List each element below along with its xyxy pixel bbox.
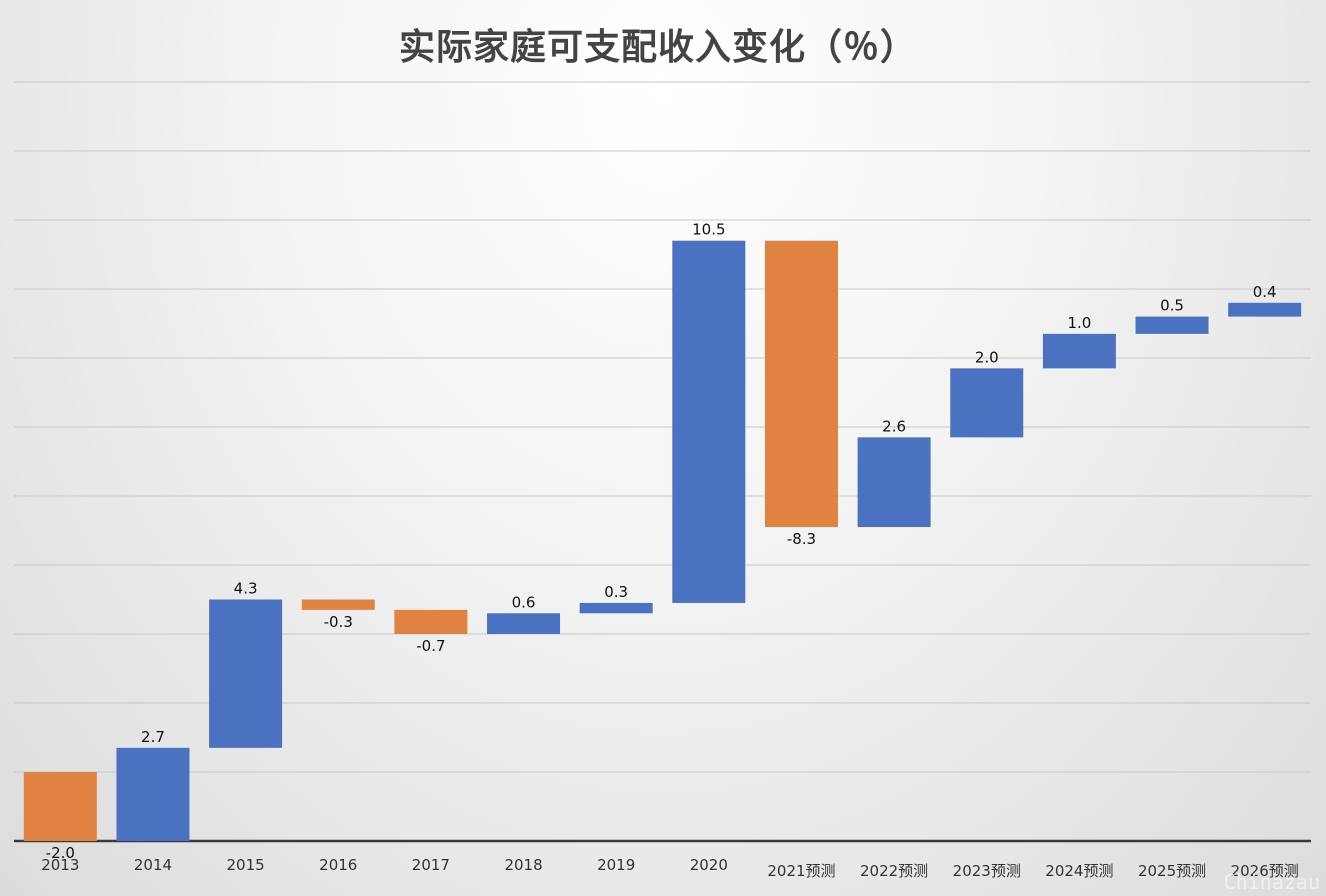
x-tick-2022预测: 2022预测 bbox=[860, 862, 928, 880]
data-label-2023预测: 2.0 bbox=[975, 348, 999, 366]
bar-2024预测 bbox=[1042, 333, 1116, 369]
x-tick-2019: 2019 bbox=[597, 856, 635, 874]
x-tick-2018: 2018 bbox=[504, 856, 542, 874]
data-label-2013: -2.0 bbox=[46, 844, 75, 862]
data-label-2020: 10.5 bbox=[692, 221, 725, 239]
bar-2020 bbox=[672, 240, 746, 603]
bar-2022预测 bbox=[857, 437, 931, 528]
bar-2017 bbox=[394, 609, 468, 634]
data-label-2018: 0.6 bbox=[512, 593, 536, 611]
bar-2026预测 bbox=[1228, 302, 1302, 317]
x-tick-2017: 2017 bbox=[412, 856, 450, 874]
x-tick-2016: 2016 bbox=[319, 856, 357, 874]
bar-2025预测 bbox=[1135, 316, 1209, 334]
bar-2014 bbox=[116, 747, 190, 841]
x-tick-2013: 2013 bbox=[41, 856, 79, 874]
data-label-2025预测: 0.5 bbox=[1160, 297, 1184, 315]
data-label-2024预测: 1.0 bbox=[1067, 314, 1091, 332]
data-label-2016: -0.3 bbox=[324, 613, 353, 631]
x-tick-2023预测: 2023预测 bbox=[953, 862, 1021, 880]
data-label-2017: -0.7 bbox=[416, 637, 445, 655]
chart-title: 实际家庭可支配收入变化（％） bbox=[398, 27, 917, 68]
x-tick-2021预测: 2021预测 bbox=[767, 862, 835, 880]
x-tick-2026预测: 2026预测 bbox=[1231, 862, 1299, 880]
bar-2021预测 bbox=[764, 240, 838, 528]
data-label-2026预测: 0.4 bbox=[1253, 283, 1277, 301]
bar-2018 bbox=[487, 613, 561, 634]
bar-2019 bbox=[579, 602, 653, 614]
x-tick-2015: 2015 bbox=[227, 856, 265, 874]
x-tick-2020: 2020 bbox=[690, 856, 728, 874]
x-tick-2024预测: 2024预测 bbox=[1045, 862, 1113, 880]
data-label-2015: 4.3 bbox=[234, 580, 258, 598]
data-label-2021预测: -8.3 bbox=[787, 530, 816, 548]
bar-2015 bbox=[209, 599, 283, 748]
data-label-2019: 0.3 bbox=[604, 583, 628, 601]
data-label-2014: 2.7 bbox=[141, 728, 165, 746]
data-label-2022预测: 2.6 bbox=[882, 417, 906, 435]
watermark-text: Chinazau bbox=[1223, 870, 1320, 894]
bar-2013 bbox=[23, 772, 97, 841]
bar-2016 bbox=[301, 599, 375, 610]
x-tick-2025预测: 2025预测 bbox=[1138, 862, 1206, 880]
bar-2023预测 bbox=[950, 368, 1024, 438]
x-tick-2014: 2014 bbox=[134, 856, 172, 874]
